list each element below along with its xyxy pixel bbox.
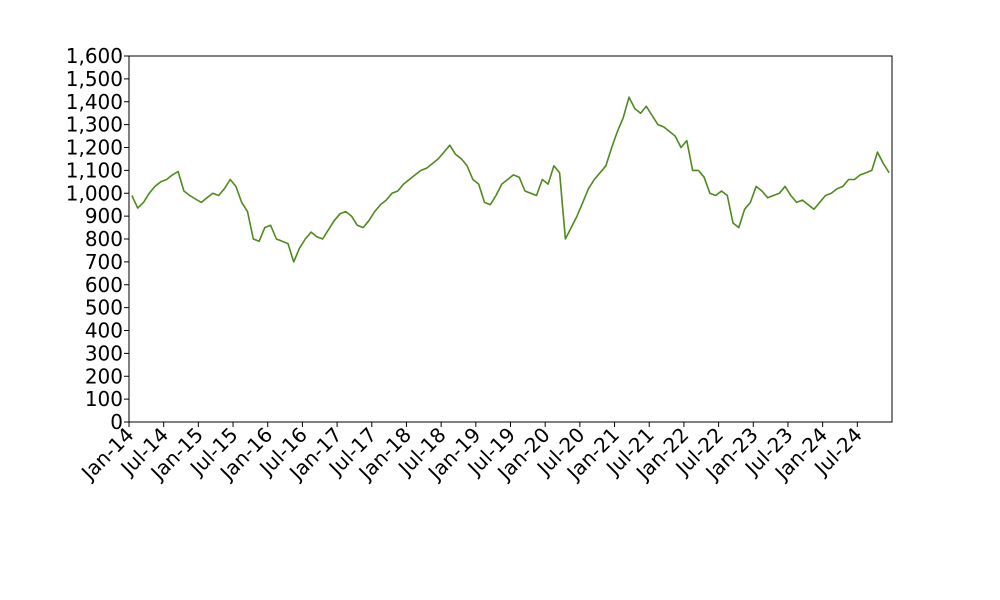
y-tick-label: 0 [110,410,123,434]
y-tick-label: 1,000 [66,181,123,205]
y-tick-label: 1,100 [66,158,123,182]
y-tick-label: 300 [85,341,123,365]
series-line [131,96,890,263]
y-tick-label: 200 [85,364,123,388]
y-tick-label: 400 [85,319,123,343]
y-tick-label: 800 [85,227,123,251]
y-tick-label: 100 [85,387,123,411]
y-tick-label: 1,400 [66,90,123,114]
y-tick-label: 1,500 [66,67,123,91]
y-axis: 01002003004005006007008009001,0001,1001,… [66,44,129,434]
y-tick-label: 1,600 [66,44,123,68]
y-tick-label: 600 [85,273,123,297]
y-tick-label: 700 [85,250,123,274]
y-tick-label: 1,300 [66,113,123,137]
y-tick-label: 900 [85,204,123,228]
x-axis: Jan-14Jul-14Jan-15Jul-15Jan-16Jul-16Jan-… [75,422,867,486]
plot-area-frame [128,55,893,423]
y-tick-label: 500 [85,296,123,320]
y-tick-label: 1,200 [66,136,123,160]
